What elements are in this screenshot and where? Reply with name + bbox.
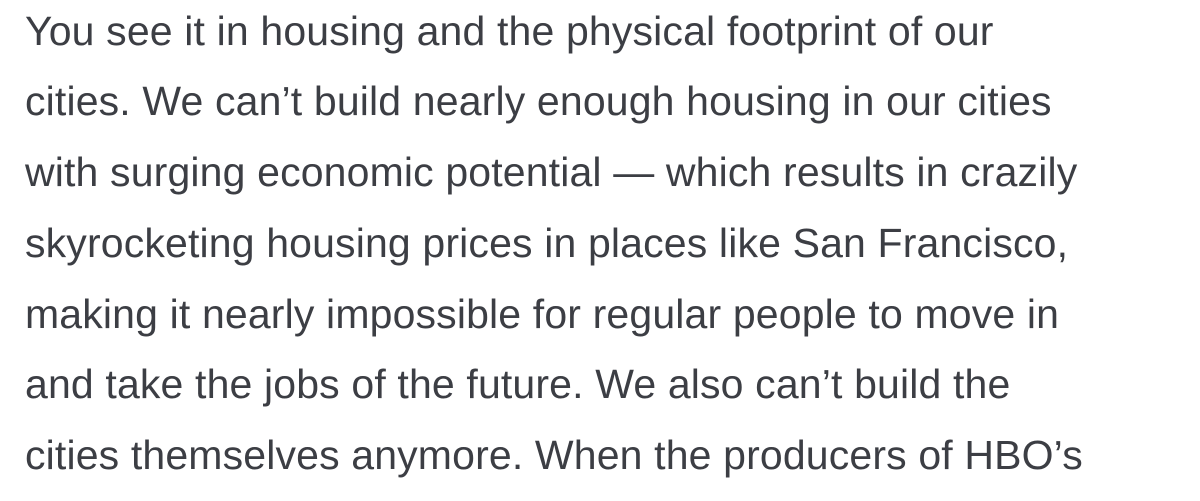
paragraph-line: with surging economic potential — which …	[25, 149, 1078, 195]
paragraph-line: cities. We can’t build nearly enough hou…	[25, 78, 1052, 124]
paragraph-line: making it nearly impossible for regular …	[25, 291, 1060, 337]
paragraph-line: cities themselves anymore. When the prod…	[25, 432, 1083, 478]
paragraph-line: You see it in housing and the physical f…	[25, 8, 994, 54]
paragraph-line: skyrocketing housing prices in places li…	[25, 220, 1069, 266]
paragraph-line: and take the jobs of the future. We also…	[25, 361, 1011, 407]
